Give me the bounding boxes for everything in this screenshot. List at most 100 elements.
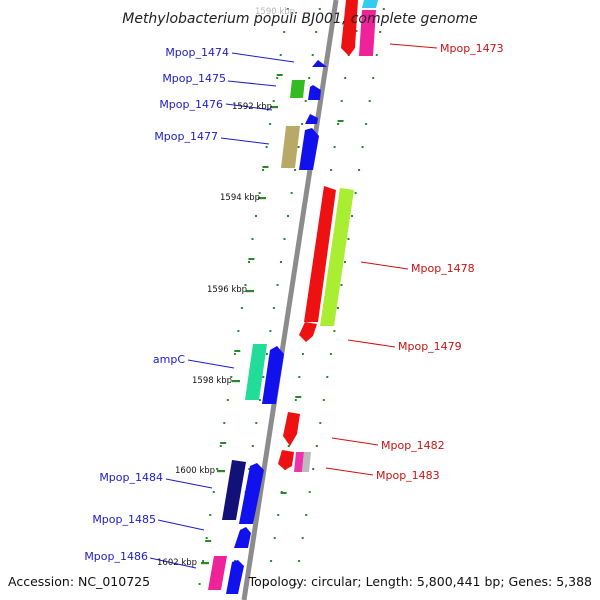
- gene-mpop-1476[interactable]: [305, 114, 318, 124]
- gene-arrow-green[interactable]: [290, 80, 305, 98]
- kbp-label-1592: 1592 kbp: [232, 102, 272, 112]
- guide-dot: [226, 399, 229, 401]
- gene-arrow-blue[interactable]: [239, 463, 264, 524]
- guide-dot: [344, 261, 346, 263]
- guide-dot: [301, 537, 304, 539]
- guide-dot: [244, 284, 247, 286]
- gene-arrow-blue[interactable]: [308, 85, 321, 100]
- guide-dot: [202, 560, 205, 562]
- gene-arrow-grey[interactable]: [302, 452, 311, 472]
- gene-label-mpop-1474[interactable]: Mpop_1474: [165, 46, 229, 59]
- gene-mpop-1477[interactable]: [281, 126, 319, 170]
- gene-label-mpop-1477[interactable]: Mpop_1477: [154, 130, 218, 143]
- gene-arrow-red[interactable]: [278, 450, 294, 470]
- gene-labels: Mpop_1474 Mpop_1475 Mpop_1476 Mpop_1477 …: [84, 42, 503, 563]
- gene-arrow-red[interactable]: [283, 412, 300, 446]
- guide-dot: [333, 330, 336, 332]
- guide-dot: [308, 491, 311, 493]
- gene-arrow-blue[interactable]: [305, 114, 318, 124]
- gene-mpop-1485[interactable]: [234, 527, 251, 548]
- guide-dot: [237, 330, 240, 332]
- gene-label-mpop-1482[interactable]: Mpop_1482: [381, 439, 445, 452]
- guide-dot: [326, 376, 329, 378]
- gene-mpop-1486[interactable]: [208, 556, 244, 594]
- guide-dot: [287, 445, 290, 447]
- gene-arrow-blue[interactable]: [226, 560, 244, 594]
- gene-arrow-blue[interactable]: [262, 346, 284, 404]
- guide-dot: [248, 468, 251, 470]
- guide-dot: [347, 238, 350, 240]
- tick-dash: [276, 74, 283, 76]
- genome-backbone: [241, 0, 339, 600]
- gene-arrow-navy[interactable]: [222, 460, 246, 520]
- gene-label-mpop-1486[interactable]: Mpop_1486: [84, 550, 148, 563]
- guide-dot: [368, 100, 371, 102]
- gene-arrow-magenta[interactable]: [359, 10, 376, 56]
- gene-label-mpop-1479[interactable]: Mpop_1479: [398, 340, 462, 353]
- gene-label-mpop-1473[interactable]: Mpop_1473: [440, 42, 504, 55]
- map-title: Methylobacterium populi BJ001, complete …: [122, 11, 478, 27]
- kbp-label-1594: 1594 kbp: [220, 193, 260, 203]
- guide-dot: [277, 514, 280, 516]
- gene-label-mpop-1485[interactable]: Mpop_1485: [92, 513, 156, 526]
- guide-dot: [333, 146, 336, 148]
- gene-arrow-red[interactable]: [299, 322, 317, 342]
- guide-dot: [305, 514, 308, 516]
- gene-arrow-cyan[interactable]: [362, 0, 378, 8]
- guide-dot: [258, 192, 261, 194]
- gene-mpop-1475[interactable]: [290, 80, 321, 100]
- guide-dot: [315, 445, 318, 447]
- guide-dot: [276, 284, 279, 286]
- gene-label-mpop-1483[interactable]: Mpop_1483: [376, 469, 440, 482]
- guide-dot: [198, 583, 201, 585]
- gene-mpop-1484[interactable]: [222, 460, 264, 524]
- tick-dash: [220, 442, 227, 444]
- gene-mpop-1482[interactable]: [283, 412, 300, 446]
- guide-dot: [269, 123, 272, 125]
- gene-arrow-red[interactable]: [304, 186, 336, 322]
- tick-dash: [262, 166, 269, 168]
- tick-dash: [295, 396, 302, 398]
- guide-dot: [361, 146, 364, 148]
- label-leaders: [149, 43, 438, 569]
- gene-mpop-1479[interactable]: [299, 322, 317, 342]
- guide-dot: [279, 54, 282, 56]
- gene-arrow-magenta[interactable]: [208, 556, 227, 590]
- gene-label-mpop-1475[interactable]: Mpop_1475: [162, 72, 226, 85]
- gene-label-ampC[interactable]: ampC: [153, 353, 185, 366]
- guide-dot: [298, 560, 301, 562]
- gene-arrow-blue[interactable]: [312, 60, 327, 67]
- kbp-label-1602: 1602 kbp: [157, 558, 197, 568]
- gene-arrow-lime[interactable]: [320, 188, 354, 326]
- guide-dot: [311, 54, 314, 56]
- guide-dot: [304, 100, 307, 102]
- gene-mpop-1483[interactable]: [278, 450, 311, 472]
- accession-text: Accession: NC_010725: [8, 574, 150, 589]
- gene-mpop-1478[interactable]: [304, 186, 354, 326]
- guide-dot: [344, 77, 347, 79]
- gene-arrow-blue[interactable]: [234, 527, 251, 548]
- gene-arrow-blue[interactable]: [299, 128, 319, 170]
- gene-label-mpop-1476[interactable]: Mpop_1476: [159, 98, 223, 111]
- guide-dot: [297, 146, 300, 148]
- gene-arrow-red[interactable]: [341, 0, 358, 56]
- gene-mpop-1473[interactable]: [341, 0, 378, 56]
- guide-dot: [382, 8, 385, 10]
- gene-arrow-khaki[interactable]: [281, 126, 300, 168]
- guide-dot: [219, 445, 222, 447]
- guide-dot: [322, 399, 325, 401]
- kbp-label-1598: 1598 kbp: [192, 376, 232, 386]
- gene-label-mpop-1478[interactable]: Mpop_1478: [411, 262, 475, 275]
- gene-arrow-pink[interactable]: [294, 452, 304, 472]
- kbp-tick: [246, 290, 254, 293]
- guide-dot: [294, 583, 297, 585]
- gene-ampC[interactable]: [245, 344, 284, 404]
- guide-dot: [330, 169, 333, 171]
- tick-dash: [205, 540, 212, 542]
- gene-arrow-teal[interactable]: [245, 344, 267, 400]
- guide-dot: [329, 353, 332, 355]
- guide-dot: [251, 238, 254, 240]
- gene-mpop-1474[interactable]: [312, 60, 327, 67]
- gene-label-mpop-1484[interactable]: Mpop_1484: [99, 471, 163, 484]
- guide-dot: [312, 468, 315, 470]
